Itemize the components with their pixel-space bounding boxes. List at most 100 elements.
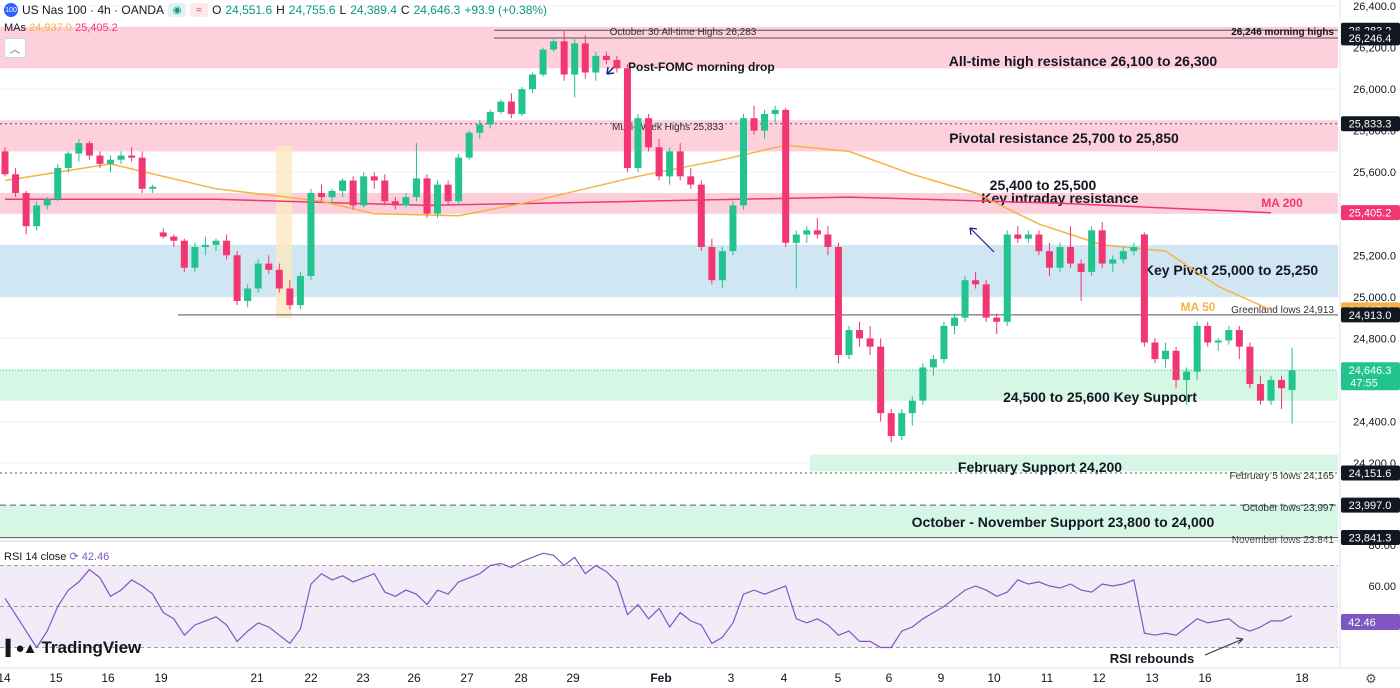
zone-label: February Support 24,200: [958, 459, 1122, 475]
candle: [444, 184, 452, 202]
candle: [1119, 251, 1127, 260]
candle: [961, 280, 969, 318]
close-label: C: [400, 3, 410, 17]
candle: [550, 41, 558, 50]
time-tick-label: 23: [356, 671, 370, 685]
candle: [750, 118, 758, 131]
price-tick-label: 26,200.0: [1353, 43, 1396, 55]
candle: [307, 192, 315, 277]
candle: [613, 60, 621, 69]
candle: [645, 118, 653, 148]
annotation-label: Greenland lows 24,913: [1231, 305, 1334, 316]
ma-legend[interactable]: MAs 24,937.0 25,405.2: [4, 22, 118, 34]
candle: [1077, 263, 1085, 272]
candle: [571, 43, 579, 75]
candle: [792, 234, 800, 243]
candle: [149, 186, 157, 189]
tradingview-logo: ▍●▲ TradingView: [6, 638, 141, 658]
candle: [22, 192, 30, 227]
candle: [1098, 230, 1106, 264]
candle: [170, 236, 178, 241]
candle: [360, 176, 368, 206]
time-tick-label: 29: [566, 671, 580, 685]
annotation-label: Post-FOMC morning drop: [628, 60, 775, 74]
rsi-tick-label: 60.00: [1368, 581, 1396, 593]
candle: [834, 246, 842, 355]
price-tick-label: 25,600.0: [1353, 167, 1396, 179]
candle: [254, 263, 262, 289]
candle: [1162, 350, 1169, 360]
zone-band: [0, 26, 1338, 69]
price-tag-label: 23,841.3: [1349, 533, 1392, 545]
ma200-label: MA 200: [1261, 196, 1303, 210]
candle: [929, 359, 937, 368]
change-value: +93.9 (+0.38%): [464, 3, 548, 17]
candle: [951, 317, 958, 326]
candle: [434, 184, 442, 214]
candle: [887, 413, 895, 436]
price-tag-label: 25,405.2: [1349, 208, 1392, 220]
candle: [339, 180, 347, 191]
candle: [1024, 234, 1032, 239]
candle: [824, 234, 832, 247]
collapse-legend-button[interactable]: ︿: [4, 38, 26, 58]
rsi-line: [4, 552, 1293, 649]
candle: [1035, 234, 1043, 252]
candle: [128, 155, 136, 158]
symbol-title: US Nas 100 · 4h · OANDA: [22, 3, 165, 17]
candle: [476, 124, 484, 133]
candle: [729, 205, 737, 252]
rsi-sync-icon[interactable]: ⟳: [69, 551, 79, 563]
price-tag-countdown: 47:55: [1350, 377, 1378, 389]
settings-icon[interactable]: ≈: [190, 3, 209, 17]
price-tag-label: 23,997.0: [1349, 500, 1392, 512]
arrow-icon: [969, 227, 995, 253]
time-tick-label: 26: [407, 671, 421, 685]
time-tick-label: 16: [1198, 671, 1212, 685]
candle: [718, 251, 726, 281]
symbol-logo-icon: 100: [4, 3, 18, 17]
candle: [423, 178, 431, 214]
settings-gear-icon[interactable]: ⚙: [1365, 671, 1377, 686]
eye-icon[interactable]: ◉: [168, 3, 187, 17]
candle: [381, 180, 389, 202]
candle: [1088, 230, 1096, 272]
candle: [1225, 330, 1233, 341]
candle: [391, 201, 399, 206]
candle: [1267, 379, 1275, 401]
time-tick-label: 13: [1145, 671, 1159, 685]
candle: [1003, 234, 1011, 322]
candle: [982, 284, 990, 318]
candle: [581, 43, 589, 73]
candle: [866, 338, 874, 347]
candle: [64, 153, 72, 169]
ma50-value: 24,937.0: [29, 22, 72, 34]
candle: [1256, 384, 1264, 401]
time-tick-label: 28: [514, 671, 528, 685]
candle: [43, 199, 51, 206]
candle: [1288, 370, 1296, 390]
price-tag: [1341, 205, 1400, 221]
open-label: O: [212, 3, 222, 17]
candle: [107, 159, 114, 164]
arrow-icon: [1204, 637, 1244, 656]
price-tick-label: 25,000.0: [1353, 292, 1396, 304]
time-tick-label: 3: [728, 671, 735, 685]
candle: [465, 132, 473, 158]
time-tick-label: 12: [1092, 671, 1106, 685]
candle: [803, 230, 811, 235]
zone-label: All-time high resistance 26,100 to 26,30…: [949, 53, 1218, 69]
rsi-value-tag-label: 42.46: [1348, 617, 1376, 629]
price-tag: [1341, 362, 1400, 391]
zone-label: October - November Support 23,800 to 24,…: [912, 514, 1215, 530]
candle: [655, 147, 663, 177]
price-tick-label: 26,000.0: [1353, 84, 1396, 96]
price-axis[interactable]: [1340, 0, 1400, 688]
rsi-annotation: RSI rebounds: [1110, 651, 1195, 666]
low-label: L: [339, 3, 347, 17]
candle: [349, 180, 357, 206]
candle: [1214, 340, 1222, 343]
zone-band: [0, 120, 1338, 152]
rsi-legend[interactable]: RSI 14 close ⟳ 42.46: [4, 550, 109, 563]
